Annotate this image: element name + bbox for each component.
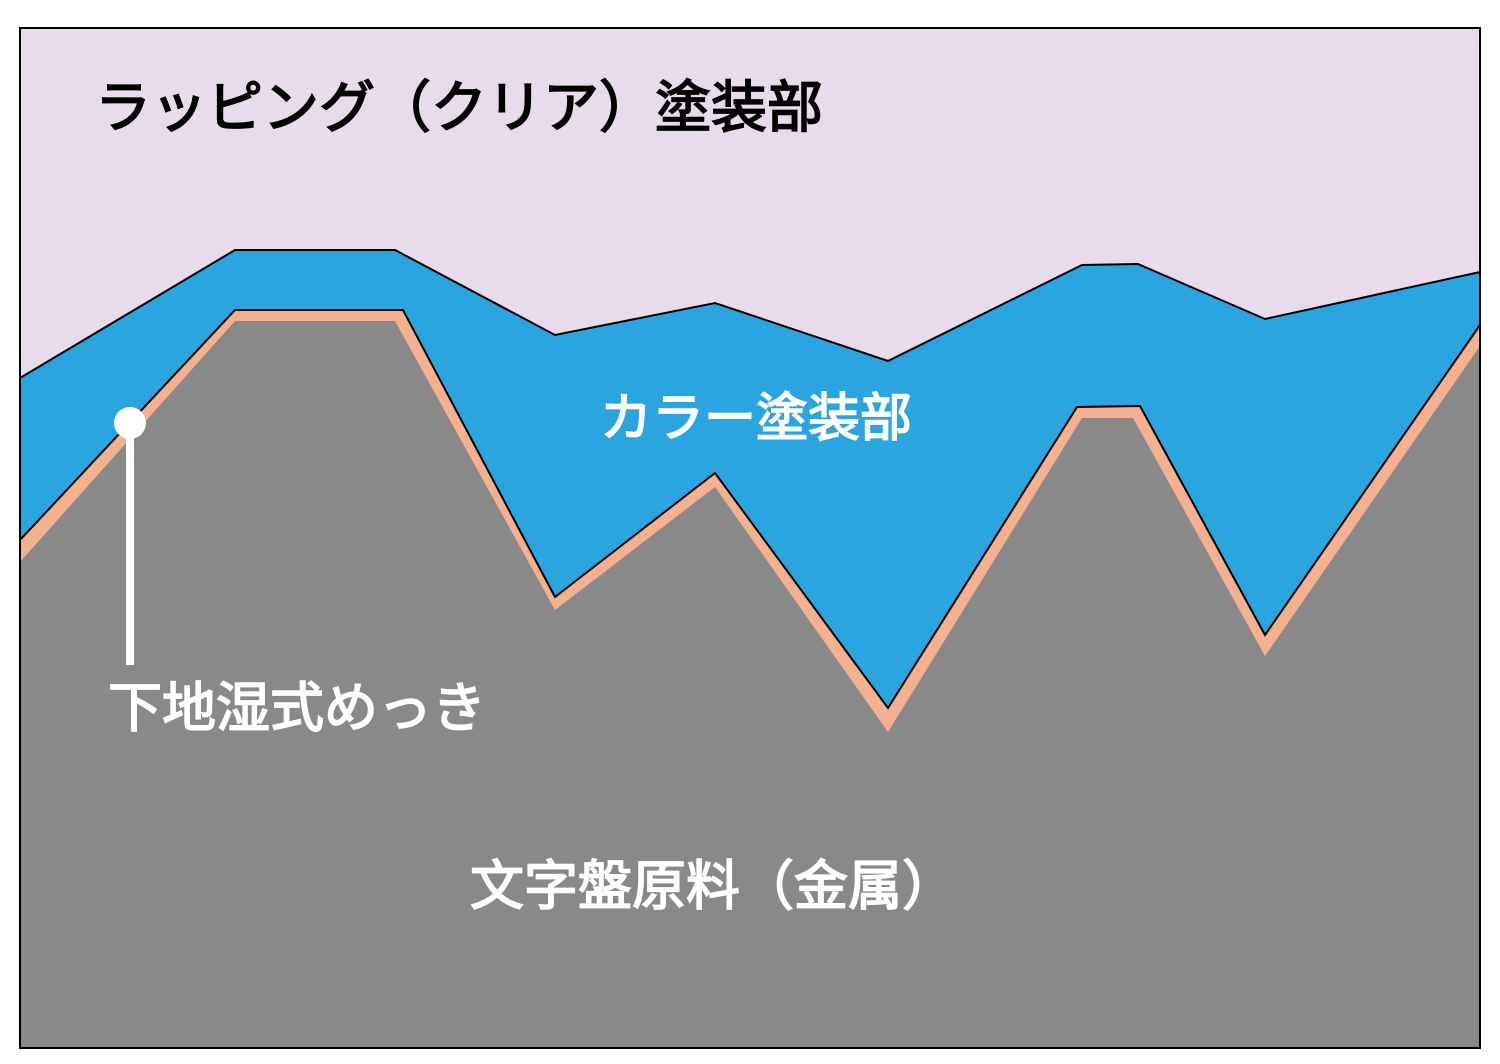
pointer-dot: [114, 407, 146, 439]
color-coat-label: カラー塗装部: [600, 389, 912, 449]
base-layer: [20, 321, 1480, 1048]
frame: [19, 27, 1481, 1049]
clear-coat-label: ラッピング（クリア）塗装部: [95, 76, 823, 141]
plating-label: 下地湿式めっき: [108, 677, 486, 740]
base-label: 文字盤原料（金属）: [470, 855, 956, 918]
